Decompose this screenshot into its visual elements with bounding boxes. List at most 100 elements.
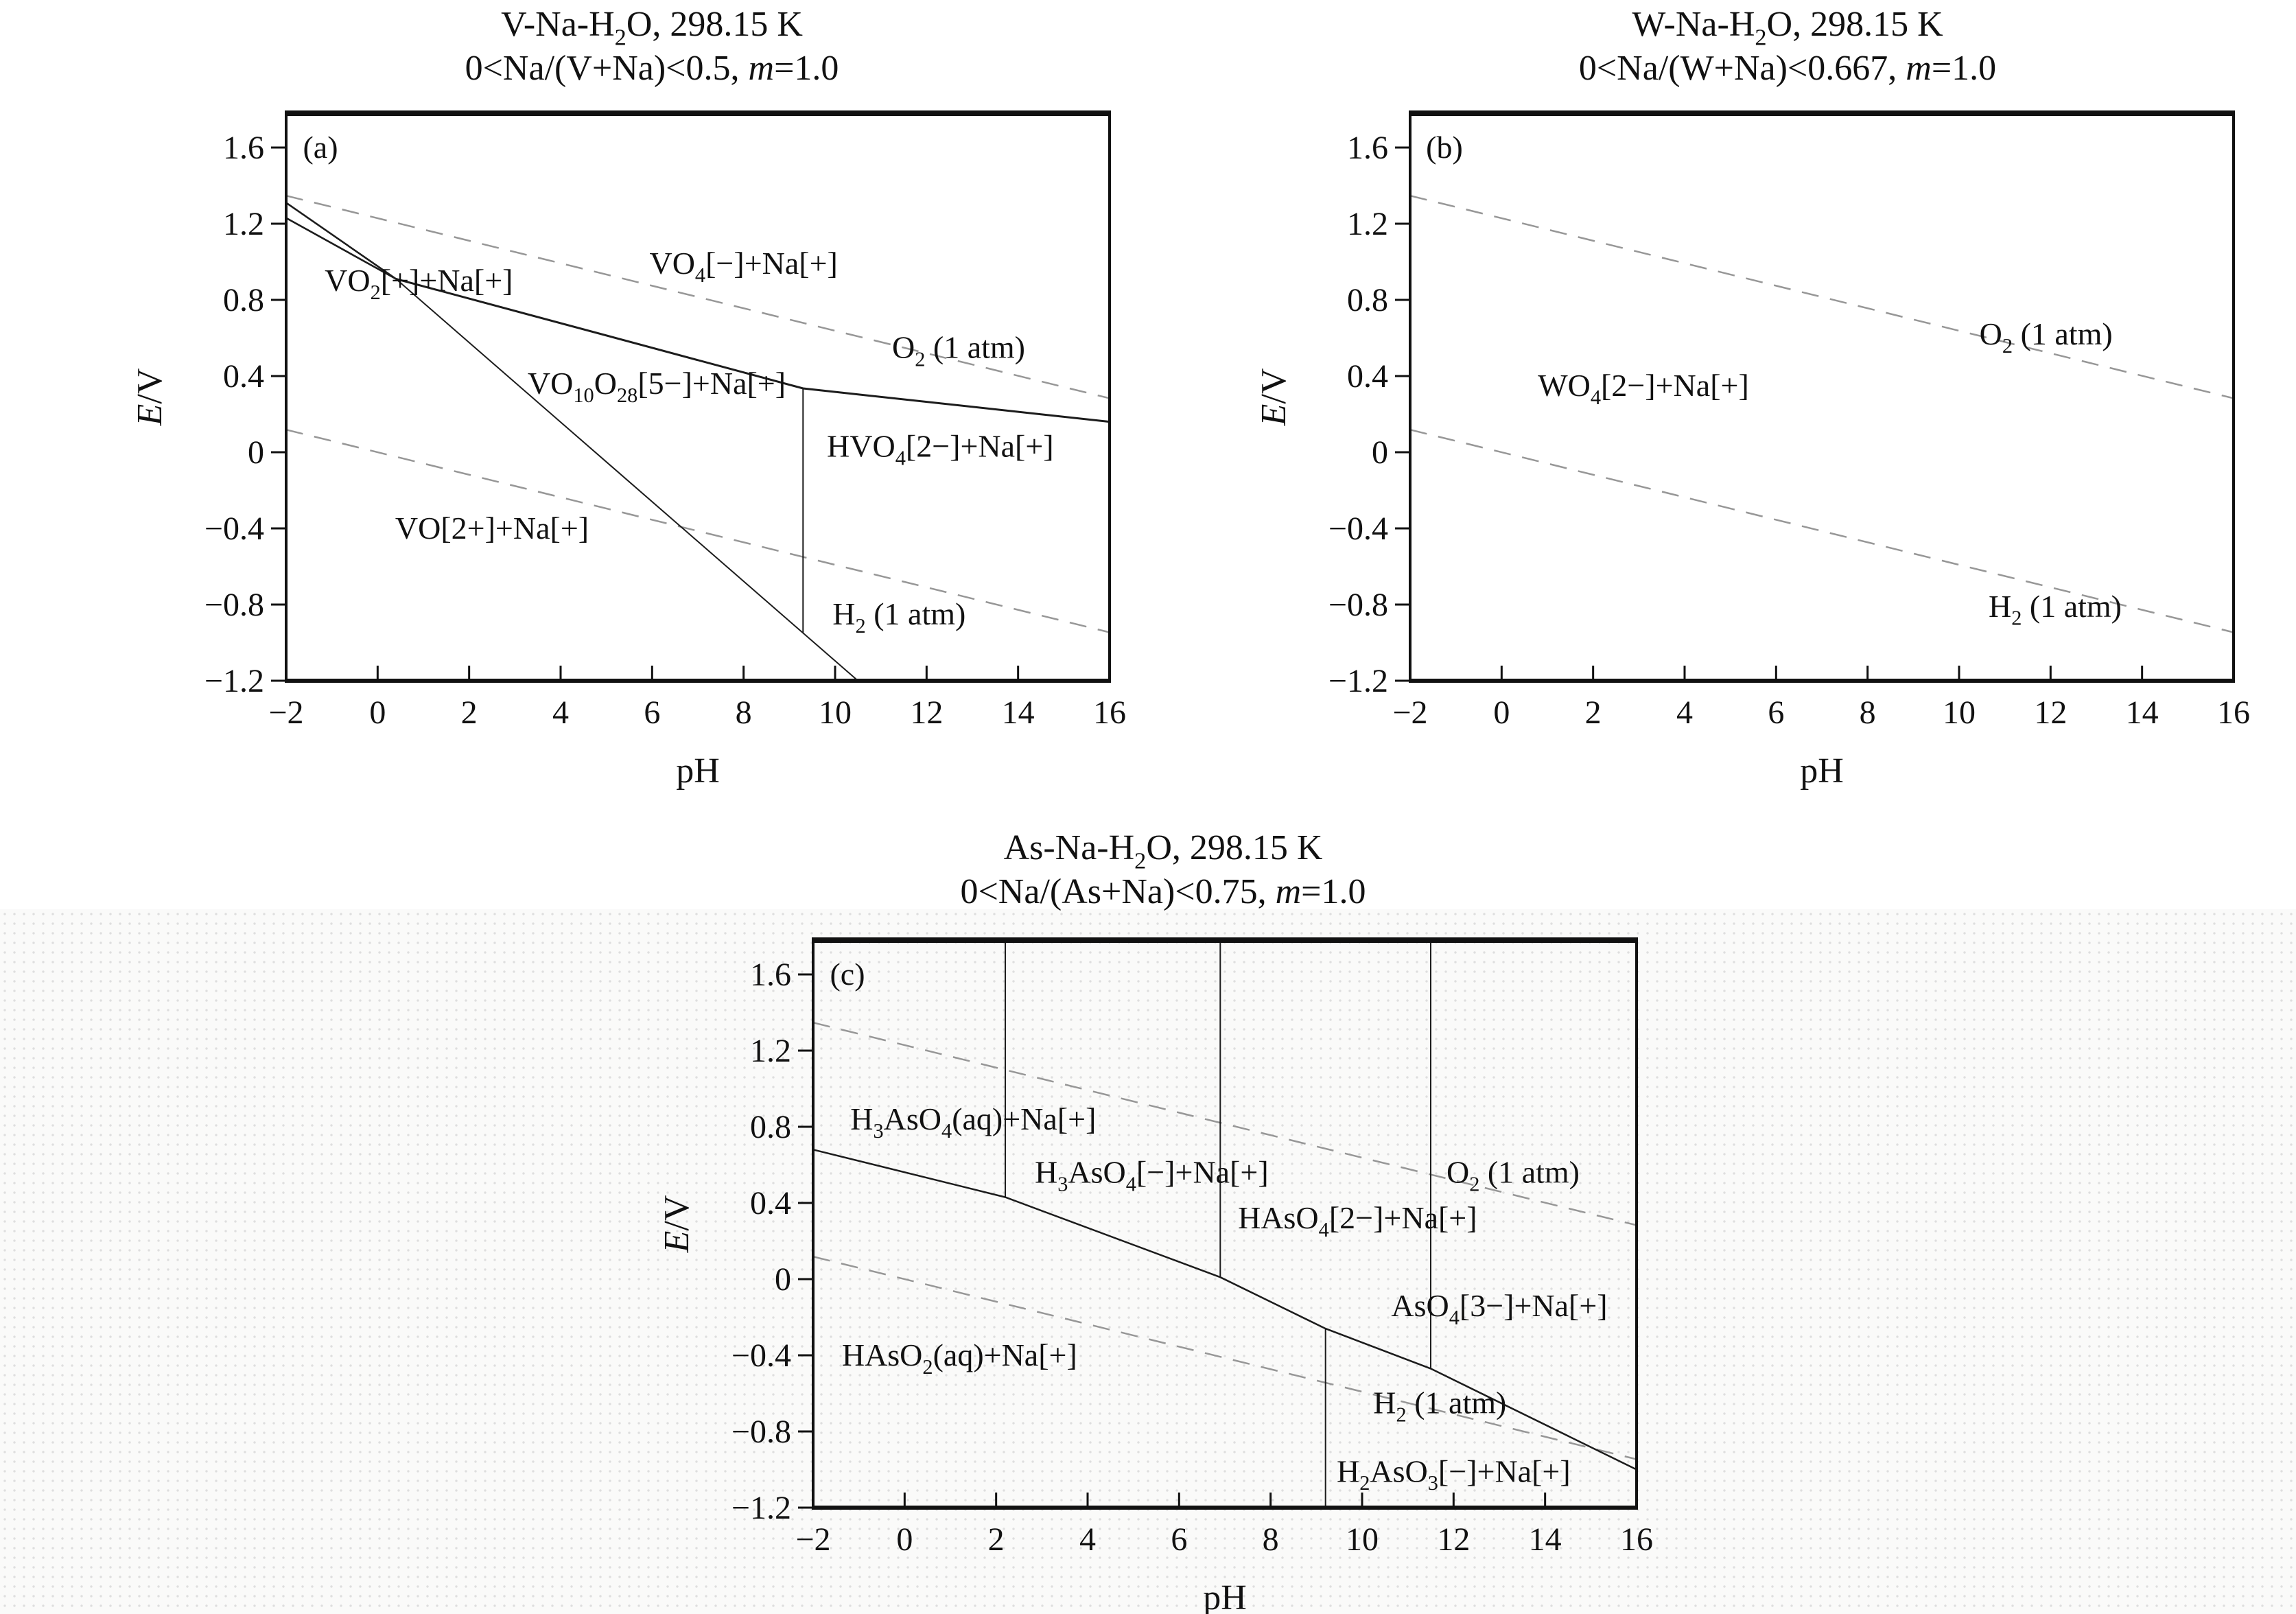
x-tick-label: 10 [1943, 694, 1976, 731]
y-tick-label: 1.6 [223, 130, 264, 166]
y-tick-label: 0.8 [750, 1109, 791, 1145]
panel-a-vo2plus-reduction-boundary [395, 278, 858, 681]
panel-c: As-Na-H2O, 298.15 K0<Na/(As+Na)<0.75, m=… [657, 828, 1653, 1614]
y-tick-label: 0.8 [1347, 282, 1388, 318]
y-tick-label: −0.4 [204, 511, 264, 547]
x-tick-label: 16 [1620, 1521, 1653, 1558]
x-tick-label: 0 [1493, 694, 1510, 731]
panel-a-vo2-region-upper-boundary [285, 202, 397, 280]
panel-c-h2-equilibrium-line [812, 1255, 1637, 1460]
panel-c-o2-line-label: O2 (1 atm) [1446, 1155, 1580, 1196]
panel-b-title-line1: W-Na-H2O, 298.15 K [1632, 5, 1943, 51]
x-tick-label: 14 [2126, 694, 2159, 731]
x-tick-label: 0 [896, 1521, 913, 1558]
panel-c-region-haso4-na: HAsO4[2−]+Na[+] [1238, 1200, 1477, 1241]
panel-a-h2-equilibrium-line [285, 428, 1110, 633]
y-axis-title: E/V [1254, 369, 1293, 427]
panel-c-title-line1: As-Na-H2O, 298.15 K [1004, 828, 1323, 874]
x-tick-label: 16 [1093, 694, 1126, 731]
panel-a-region-hvo4-na: HVO4[2−]+Na[+] [827, 429, 1054, 470]
x-tick-label: 4 [1676, 694, 1693, 731]
panel-a-region-vo2-na: VO2[+]+Na[+] [325, 263, 513, 304]
panel-c-o2-equilibrium-line [812, 1021, 1637, 1226]
panel-b-h2-equilibrium-line [1409, 428, 2234, 633]
y-tick-label: −0.4 [1328, 511, 1388, 547]
panel-c-region-h2aso3-na: H2AsO3[−]+Na[+] [1337, 1453, 1571, 1495]
panel-c-h2-line-label: H2 (1 atm) [1373, 1385, 1506, 1426]
panel-b-o2-line-label: O2 (1 atm) [1980, 316, 2113, 358]
panel-c-region-aso4-na: AsO4[3−]+Na[+] [1391, 1288, 1607, 1329]
y-tick-label: 1.2 [223, 206, 264, 242]
x-tick-label: 12 [910, 694, 943, 731]
panel-b-h2-line-label: H2 (1 atm) [1989, 589, 2122, 630]
x-tick-label: 10 [1346, 1521, 1379, 1558]
y-tick-label: 1.2 [1347, 206, 1388, 242]
x-tick-label: 6 [644, 694, 660, 731]
panel-a-h2-line-label: H2 (1 atm) [832, 596, 965, 638]
panel-a-region-vo-na: VO[2+]+Na[+] [395, 511, 589, 546]
x-tick-label: 6 [1171, 1521, 1187, 1558]
panel-b-title-line2: 0<Na/(W+Na)<0.667, m=1.0 [1579, 49, 1996, 88]
y-tick-label: 1.6 [750, 957, 791, 993]
panel-a-region-vo10o28-na: VO10O28[5−]+Na[+] [528, 366, 786, 407]
x-axis-title: pH [1203, 1578, 1247, 1614]
y-tick-label: −1.2 [204, 663, 264, 699]
y-tick-label: 0.8 [223, 282, 264, 318]
x-tick-label: 16 [2217, 694, 2250, 731]
y-tick-label: −1.2 [731, 1490, 791, 1526]
x-tick-label: 6 [1768, 694, 1784, 731]
y-tick-label: 1.6 [1347, 130, 1388, 166]
x-tick-label: 8 [1860, 694, 1876, 731]
panel-a-o2-equilibrium-line [285, 194, 1110, 399]
x-tick-label: 8 [736, 694, 752, 731]
panel-c-panel-letter: (c) [830, 957, 865, 992]
panel-c-as5-as3-reduction-boundary [812, 1149, 1637, 1471]
y-tick-label: 0 [1372, 434, 1388, 471]
panel-a-region-vo4-na: VO4[−]+Na[+] [649, 246, 837, 287]
x-tick-label: 8 [1263, 1521, 1279, 1558]
y-tick-label: −0.8 [204, 587, 264, 623]
x-tick-label: 4 [1079, 1521, 1096, 1558]
x-tick-label: 10 [819, 694, 852, 731]
x-tick-label: 12 [1437, 1521, 1470, 1558]
panel-a: V-Na-H2O, 298.15 K0<Na/(V+Na)<0.5, m=1.0… [130, 5, 1126, 791]
x-axis-title: pH [1800, 751, 1844, 791]
x-tick-label: 12 [2034, 694, 2067, 731]
bottom-textured-background [0, 909, 2296, 1614]
panel-b-o2-equilibrium-line [1409, 194, 2234, 399]
panel-a-title-line1: V-Na-H2O, 298.15 K [501, 5, 803, 51]
y-tick-label: 0.4 [1347, 358, 1388, 395]
x-axis-title: pH [676, 751, 720, 791]
panel-c-title-line2: 0<Na/(As+Na)<0.75, m=1.0 [960, 872, 1366, 911]
y-tick-label: −0.8 [731, 1414, 791, 1450]
panel-c-region-h3aso4minus-na: H3AsO4[−]+Na[+] [1035, 1155, 1269, 1196]
y-axis-title: E/V [657, 1195, 696, 1254]
panel-b: W-Na-H2O, 298.15 K0<Na/(W+Na)<0.667, m=1… [1254, 5, 2250, 791]
x-tick-label: −2 [1392, 694, 1427, 731]
panel-a-panel-letter: (a) [303, 130, 338, 165]
x-tick-label: 0 [369, 694, 386, 731]
y-tick-label: −0.4 [731, 1337, 791, 1374]
panel-c-region-h3aso4aq-na: H3AsO4(aq)+Na[+] [850, 1101, 1096, 1143]
panel-a-o2-line-label: O2 (1 atm) [892, 329, 1025, 371]
panel-a-vo2-region-lower-boundary [285, 217, 397, 280]
x-tick-label: 14 [1002, 694, 1035, 731]
x-tick-label: −2 [795, 1521, 830, 1558]
x-tick-label: 2 [1585, 694, 1602, 731]
x-tick-label: −2 [268, 694, 303, 731]
y-tick-label: 1.2 [750, 1033, 791, 1069]
y-tick-label: 0 [248, 434, 264, 471]
y-axis-title: E/V [130, 369, 169, 427]
panel-b-region-wo4-na: WO4[2−]+Na[+] [1538, 368, 1749, 409]
panel-b-panel-letter: (b) [1426, 130, 1463, 165]
y-tick-label: 0 [775, 1261, 791, 1298]
y-tick-label: 0.4 [750, 1185, 791, 1221]
panel-a-title-line2: 0<Na/(V+Na)<0.5, m=1.0 [465, 49, 839, 88]
y-tick-label: 0.4 [223, 358, 264, 395]
x-tick-label: 2 [988, 1521, 1005, 1558]
y-tick-label: −0.8 [1328, 587, 1388, 623]
panel-c-region-haso2aq-na: HAsO2(aq)+Na[+] [842, 1337, 1077, 1379]
x-tick-label: 4 [552, 694, 569, 731]
